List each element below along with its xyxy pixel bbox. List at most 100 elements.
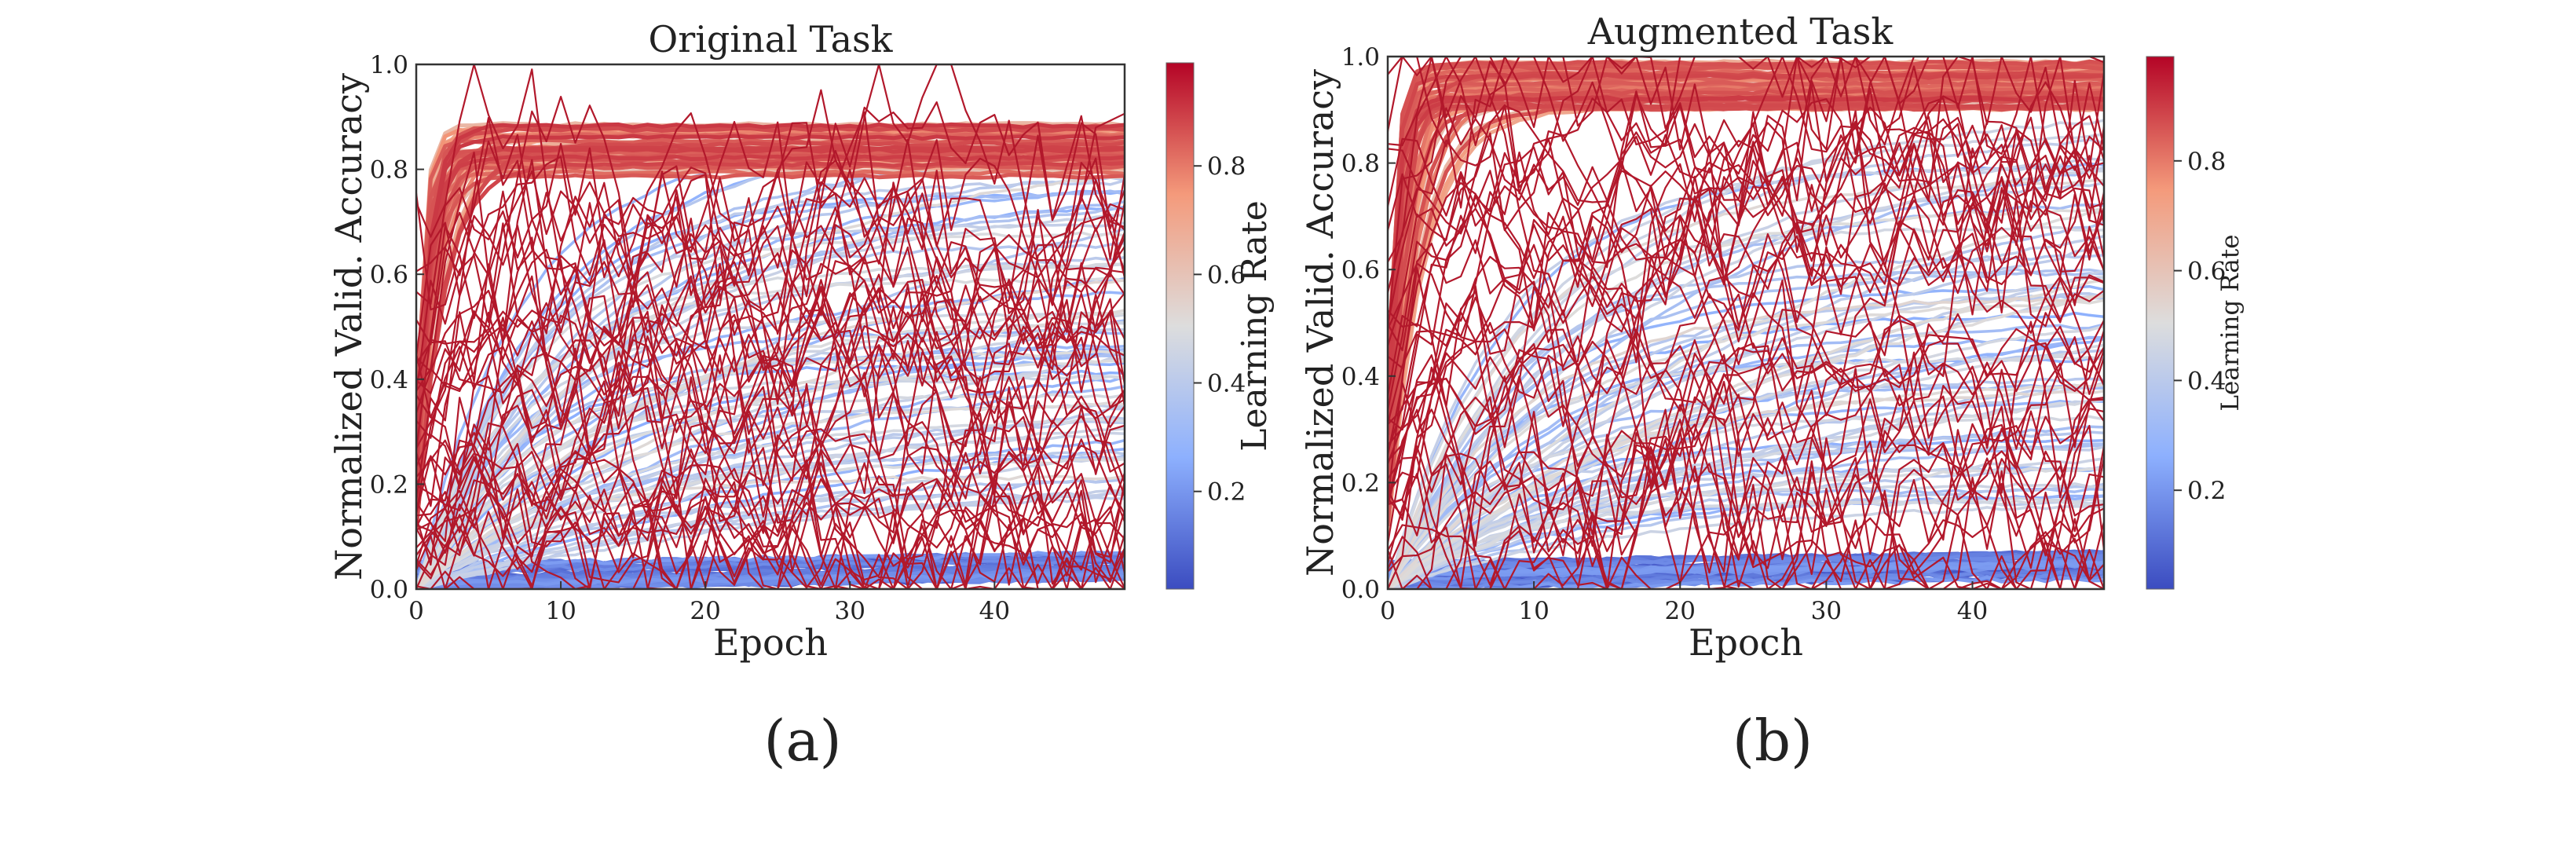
- panel-a-yticks: 0.0 0.2 0.4 0.6 0.8 1.0: [370, 51, 424, 604]
- panel-a-curve: [416, 221, 1125, 589]
- panel-b-noisy-curve: [1388, 110, 2104, 501]
- panel-b-noisy-curve: [1388, 57, 2104, 255]
- panel-a-xtick-label: 40: [979, 597, 1010, 625]
- panel-b-noisy-curve: [1388, 120, 2104, 465]
- panel-a-noisy-curve: [416, 478, 1125, 577]
- panel-b-curve: [1388, 157, 2104, 589]
- panel-a-curve: [416, 156, 1125, 482]
- panel-a-curve: [416, 214, 1125, 589]
- panel-a-curve: [416, 571, 1125, 588]
- panel-a-noisy-curve: [416, 343, 1125, 528]
- panel-a-noisy-curve: [416, 376, 1125, 589]
- panel-a-noisy-curve: [416, 181, 1125, 371]
- panel-b-ytick-label: 0.6: [1341, 256, 1380, 284]
- panel-b-colorbar-tick-label: 0.6: [2187, 258, 2226, 286]
- panel-b-curve: [1388, 178, 2104, 588]
- panel-b-curve: [1388, 551, 2104, 565]
- panel-b-curve: [1388, 234, 2104, 589]
- panel-b-noisy-curve: [1388, 331, 2104, 589]
- panel-b-curve: [1388, 298, 2104, 589]
- panel-a-noisy-curve: [416, 478, 1125, 589]
- panel-b-noisy-curve: [1388, 507, 2104, 589]
- panel-b-yticks: 0.0 0.2 0.4 0.6 0.8 1.0: [1341, 43, 1396, 604]
- panel-b-noisy-curve: [1388, 320, 2104, 505]
- panel-b-xticks: 0 10 20 30 40: [1380, 581, 1988, 625]
- panel-a-xtick-label: 30: [835, 597, 865, 625]
- panel-b-colorbar-ticks: 0.2 0.4 0.6 0.8: [2174, 148, 2226, 505]
- panel-a-noisy-curve: [416, 386, 1125, 589]
- panel-b-curve: [1388, 381, 2104, 589]
- panel-a-curve: [416, 262, 1125, 589]
- panel-b-ytick-label: 0.4: [1341, 363, 1380, 391]
- panel-a-colorbar: [1165, 62, 1195, 590]
- panel-a-curve: [416, 489, 1125, 589]
- panel-b-curve: [1388, 181, 2104, 589]
- panel-a: Original Task 0 10 20 30 40 0.0 0.2 0.4 0.6 0.8 1…: [327, 18, 1275, 774]
- panel-b-xtick-label: 40: [1957, 597, 1988, 625]
- panel-a-ytick-label: 0.2: [370, 470, 408, 499]
- panel-a-noisy-curve: [416, 236, 1125, 511]
- panel-a-curve: [416, 154, 1125, 460]
- panel-b-curve: [1388, 397, 2104, 589]
- panel-a-colorbar-tick-label: 0.2: [1207, 478, 1246, 507]
- panel-a-curve: [416, 134, 1125, 456]
- panel-b-ytick-label: 1.0: [1341, 43, 1380, 71]
- panel-a-curve: [416, 278, 1125, 589]
- panel-b-noisy-curve: [1388, 118, 2104, 235]
- panel-b-ylabel: Normalized Valid. Accuracy: [1299, 69, 1341, 577]
- panel-b-curve: [1388, 336, 2104, 589]
- panel-b-colorbar-tick-label: 0.4: [2187, 367, 2226, 395]
- panel-a-colorbar-tick-label: 0.4: [1207, 370, 1246, 398]
- panel-a-noisy-curve: [416, 261, 1125, 408]
- panel-a-noisy-curve: [416, 246, 1125, 534]
- panel-b-colorbar-tick-label: 0.2: [2187, 477, 2226, 505]
- panel-a-ylabel: Normalized Valid. Accuracy: [327, 73, 370, 580]
- panel-a-curve: [416, 189, 1125, 589]
- panel-b-noisy-curve: [1388, 517, 2104, 589]
- panel-a-curve: [416, 160, 1125, 525]
- panel-a-colorbar-label: Learning Rate: [1235, 200, 1275, 452]
- panel-a-noisy-curve: [416, 305, 1125, 566]
- panel-a-noisy-curve: [416, 159, 1125, 502]
- panel-a-colorbar-tick-label: 0.8: [1207, 152, 1246, 181]
- panel-a-axes-frame: [415, 63, 1126, 591]
- panel-b-curve: [1388, 294, 2104, 589]
- panel-b-noisy-curve: [1388, 97, 2104, 346]
- panel-b-ytick-label: 0.0: [1341, 576, 1380, 604]
- panel-a-noisy-curve: [416, 96, 1125, 439]
- panel-a-ytick-label: 0.4: [370, 366, 408, 394]
- panel-b-xtick-label: 20: [1665, 597, 1696, 625]
- panel-a-xtick-label: 20: [690, 597, 720, 625]
- panel-a-colorbar-ticks: 0.2 0.4 0.6 0.8: [1194, 152, 1246, 507]
- panel-a-noisy-curve: [416, 445, 1125, 555]
- panel-b-noisy-curve: [1388, 178, 2104, 368]
- panel-a-curve: [416, 137, 1125, 397]
- panel-b-noisy-curve: [1388, 57, 2104, 333]
- panel-a-curve: [416, 176, 1125, 589]
- panel-b-xtick-label: 10: [1518, 597, 1549, 625]
- panel-b-curve: [1388, 560, 2104, 577]
- panel-a-noisy-curve: [416, 222, 1125, 454]
- panel-b-axes-frame: [1386, 55, 2106, 591]
- panel-a-ytick-label: 0.0: [370, 576, 408, 604]
- panel-b-curve: [1388, 64, 2104, 386]
- panel-a-title: Original Task: [649, 18, 894, 60]
- panel-a-curve: [416, 122, 1125, 459]
- panel-b-title: Augmented Task: [1587, 10, 1894, 53]
- panel-a-curve: [416, 262, 1125, 589]
- panel-b-colorbar-label: Learning Rate: [2216, 234, 2245, 411]
- panel-b-curve: [1388, 68, 2104, 386]
- panel-b-noisy-curve: [1388, 325, 2104, 462]
- panel-b-colorbar-tick-label: 0.8: [2187, 148, 2226, 176]
- panel-a-colorbar-tick-label: 0.6: [1207, 261, 1246, 289]
- panel-a-noisy-curve: [416, 234, 1125, 385]
- panel-a-noisy-curve: [416, 64, 1125, 396]
- panel-b-caption: (b): [1733, 708, 1813, 774]
- panel-a-curve: [416, 431, 1125, 589]
- panel-b-curve: [1388, 72, 2104, 379]
- panel-a-ytick-label: 1.0: [370, 51, 408, 79]
- panel-b-curve: [1388, 86, 2104, 380]
- panel-b-xlabel: Epoch: [1689, 621, 1803, 664]
- panel-b-ytick-label: 0.8: [1341, 150, 1380, 178]
